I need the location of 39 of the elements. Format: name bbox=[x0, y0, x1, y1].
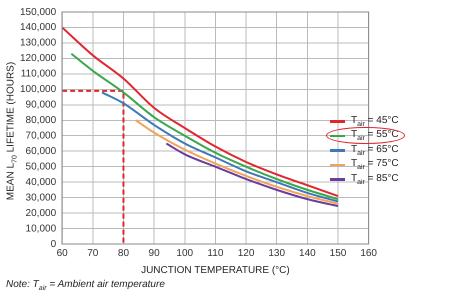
y-tick-label: 90,000 bbox=[26, 100, 57, 111]
x-tick-label: 140 bbox=[299, 248, 316, 259]
x-tick-label: 160 bbox=[360, 248, 378, 259]
x-tick-label: 130 bbox=[268, 248, 286, 259]
x-axis-title: JUNCTION TEMPERATURE (°C) bbox=[141, 264, 290, 276]
text: Note: T$_{air}$ = Ambient air temperature bbox=[6, 279, 165, 292]
line-series bbox=[70, 52, 340, 200]
y-tick-label: 30,000 bbox=[26, 192, 57, 204]
y-tick-label: 70,000 bbox=[26, 130, 57, 142]
x-tick-label: 90 bbox=[148, 248, 160, 259]
y-tick-label: 100,000 bbox=[20, 84, 57, 96]
legend-label: T$_{air}$ = 85°C bbox=[351, 172, 399, 186]
x-tick-label: 100 bbox=[176, 248, 194, 259]
y-tick-label: 80,000 bbox=[26, 115, 57, 126]
line-series bbox=[62, 26, 340, 198]
legend-label: T$_{air}$ = 55°C bbox=[351, 129, 399, 142]
y-tick-label: 130,000 bbox=[20, 38, 57, 49]
line-series bbox=[100, 91, 340, 202]
x-tick-label: 70 bbox=[87, 248, 99, 259]
y-tick-label: 50,000 bbox=[26, 161, 57, 172]
x-tick-label: 150 bbox=[330, 248, 347, 259]
x-tick-label: 110 bbox=[207, 248, 224, 259]
y-tick-label: 120,000 bbox=[20, 53, 57, 64]
y-tick-label: 150,000 bbox=[20, 6, 57, 18]
y-tick-label: 60,000 bbox=[26, 146, 57, 157]
x-tick-label: 60 bbox=[56, 248, 68, 259]
y-tick-label: 110,000 bbox=[20, 68, 57, 80]
y-tick-label: 10,000 bbox=[26, 223, 57, 234]
legend-label: T$_{air}$ = 65°C bbox=[351, 144, 399, 157]
x-tick-label: 80 bbox=[118, 248, 130, 259]
y-tick-label: 140,000 bbox=[20, 22, 57, 34]
y-tick-label: 0 bbox=[50, 238, 57, 250]
x-tick-label: 120 bbox=[238, 248, 255, 259]
legend-label: T$_{air}$ = 45°C bbox=[351, 114, 399, 128]
legend-label: T$_{air}$ = 75°C bbox=[351, 158, 399, 172]
line-series bbox=[165, 142, 340, 208]
line-series bbox=[134, 119, 340, 205]
y-tick-label: 20,000 bbox=[26, 208, 57, 219]
y-tick-label: 40,000 bbox=[26, 176, 57, 188]
